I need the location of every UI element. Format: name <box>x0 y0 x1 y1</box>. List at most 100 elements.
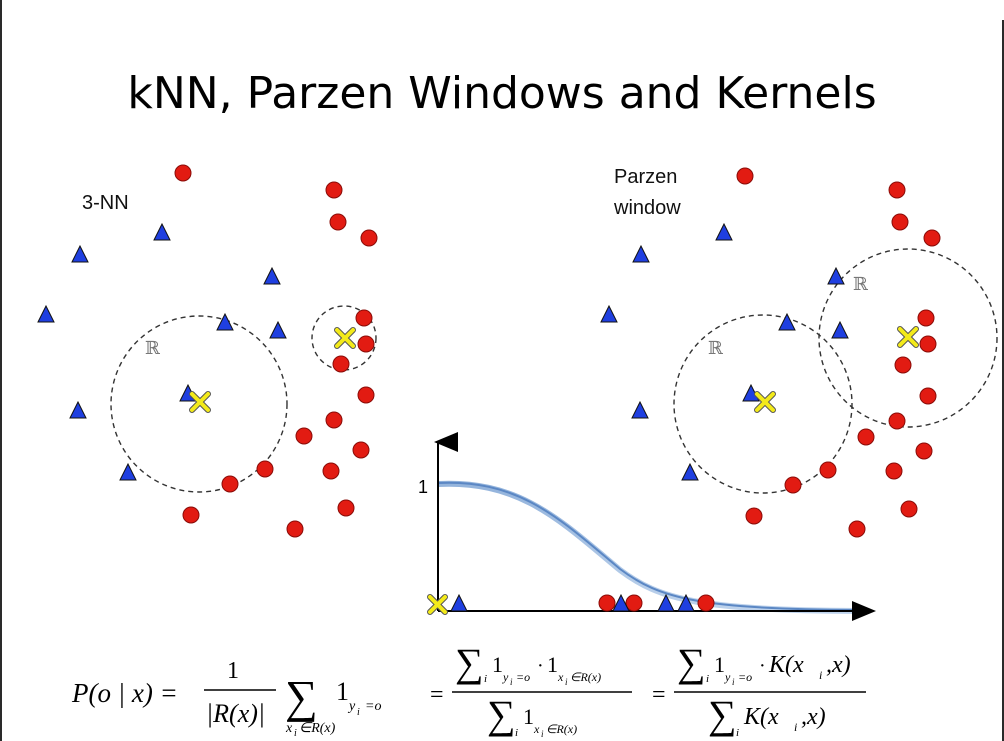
probability-formula: P(o | x) = 1 |R(x)| ∑ 1 y i =o x i ∈R(x)… <box>71 640 866 739</box>
slide-right-border <box>1002 20 1004 741</box>
class-triangle <box>778 312 796 331</box>
class-circle <box>900 500 918 518</box>
class-triangle <box>632 244 650 263</box>
kernel-curve <box>437 481 861 611</box>
formula-frac2-dot: · <box>537 655 544 677</box>
class-circle <box>322 462 340 480</box>
class-circle <box>736 167 754 185</box>
class-circle <box>182 506 200 524</box>
formula-frac2-ind2: 1 <box>547 652 558 677</box>
formula-sum-4: ∑ <box>677 640 706 685</box>
formula-equals-2: = <box>430 682 444 708</box>
kernel-y-tick-label: 1 <box>418 477 428 497</box>
class-circle <box>784 476 802 494</box>
class-circle <box>325 181 343 199</box>
formula-indicator: 1 <box>336 677 349 706</box>
class-circle <box>221 475 239 493</box>
class-circle <box>332 355 350 373</box>
knn-small-region-circle <box>311 305 377 371</box>
class-circle <box>885 462 903 480</box>
formula-frac3-ind-sub-eq: =o <box>738 670 752 684</box>
class-circle <box>598 594 616 612</box>
class-triangle <box>715 222 733 241</box>
class-circle <box>894 356 912 374</box>
formula-frac2-ind1-sub-i: i <box>510 677 513 687</box>
formula-frac3-ind: 1 <box>714 652 725 677</box>
query-point-cross <box>334 327 356 349</box>
kernel-plot: 1 <box>418 432 876 621</box>
knn-region-label: ℝ <box>145 338 161 359</box>
class-circle <box>915 442 933 460</box>
formula-frac2-den-sub: ∈R(x) <box>546 722 577 736</box>
formula-frac2-den-ind: 1 <box>523 704 534 729</box>
class-triangle <box>71 244 89 263</box>
class-circle <box>917 309 935 327</box>
formula-frac3-den-rest: ,x) <box>801 704 826 730</box>
slide-title: kNN, Parzen Windows and Kernels <box>127 68 877 119</box>
query-point-cross <box>427 594 448 615</box>
query-point-cross <box>189 391 211 413</box>
formula-frac3-ind-sub: y <box>724 670 731 684</box>
knn-region-circle <box>110 315 288 493</box>
class-circle <box>848 520 866 538</box>
formula-frac3-num-k: K(x <box>768 652 804 678</box>
formula-sum-under: x <box>285 721 293 736</box>
formula-sum-under-i: i <box>294 728 297 739</box>
formula-sum-3: ∑ <box>487 692 516 737</box>
class-circle <box>919 387 937 405</box>
formula-frac3-den-i: i <box>794 720 797 734</box>
formula-frac3-dot: · <box>759 655 766 677</box>
class-circle <box>329 213 347 231</box>
class-triangle <box>612 593 630 612</box>
class-circle <box>337 499 355 517</box>
formula-indicator-sub-i: i <box>357 707 360 718</box>
formula-sum-5: ∑ <box>708 692 737 737</box>
class-triangle <box>216 312 234 331</box>
formula-frac3-den: K(x <box>743 704 779 730</box>
class-circle <box>286 520 304 538</box>
class-triangle <box>69 400 87 419</box>
class-circle <box>625 594 643 612</box>
class-circle <box>357 386 375 404</box>
class-triangle <box>600 304 618 323</box>
parzen-label-line1: Parzen <box>614 166 678 188</box>
formula-frac1-den: |R(x)| <box>206 699 265 728</box>
class-triangle <box>37 304 55 323</box>
class-circle <box>857 428 875 446</box>
formula-frac2-den-sub-i: i <box>541 729 544 739</box>
class-triangle <box>263 266 281 285</box>
formula-sum-2: ∑ <box>455 640 484 685</box>
class-triangle <box>450 593 468 612</box>
formula-frac2-ind2-sub: ∈R(x) <box>570 670 601 684</box>
class-circle <box>888 181 906 199</box>
class-circle <box>325 411 343 429</box>
formula-frac3-ind-sub-i: i <box>732 677 735 687</box>
formula-frac2-num-index: i <box>484 673 487 685</box>
parzen-region-circle <box>673 314 853 494</box>
class-triangle <box>831 320 849 339</box>
knn-label: 3-NN <box>82 192 129 214</box>
formula-frac3-den-index: i <box>736 727 739 739</box>
parzen-region-label-2: ℝ <box>853 274 869 295</box>
formula-frac2-den-index: i <box>515 727 518 739</box>
class-circle <box>888 412 906 430</box>
class-triangle <box>681 462 699 481</box>
formula-sum-1: ∑ <box>285 671 318 722</box>
query-point-cross <box>754 391 776 413</box>
formula-frac3-num-k-i: i <box>819 668 822 682</box>
class-triangle <box>631 400 649 419</box>
class-circle <box>174 164 192 182</box>
class-triangle <box>269 320 287 339</box>
slide-left-border <box>0 0 2 741</box>
class-circle <box>819 461 837 479</box>
class-circle <box>295 427 313 445</box>
class-triangle <box>119 462 137 481</box>
formula-frac2-ind1: 1 <box>492 652 503 677</box>
class-circle <box>355 309 373 327</box>
class-circle <box>357 335 375 353</box>
formula-frac2-ind1-sub: y <box>502 670 509 684</box>
class-circle <box>919 335 937 353</box>
parzen-region-circle-2 <box>818 248 998 428</box>
